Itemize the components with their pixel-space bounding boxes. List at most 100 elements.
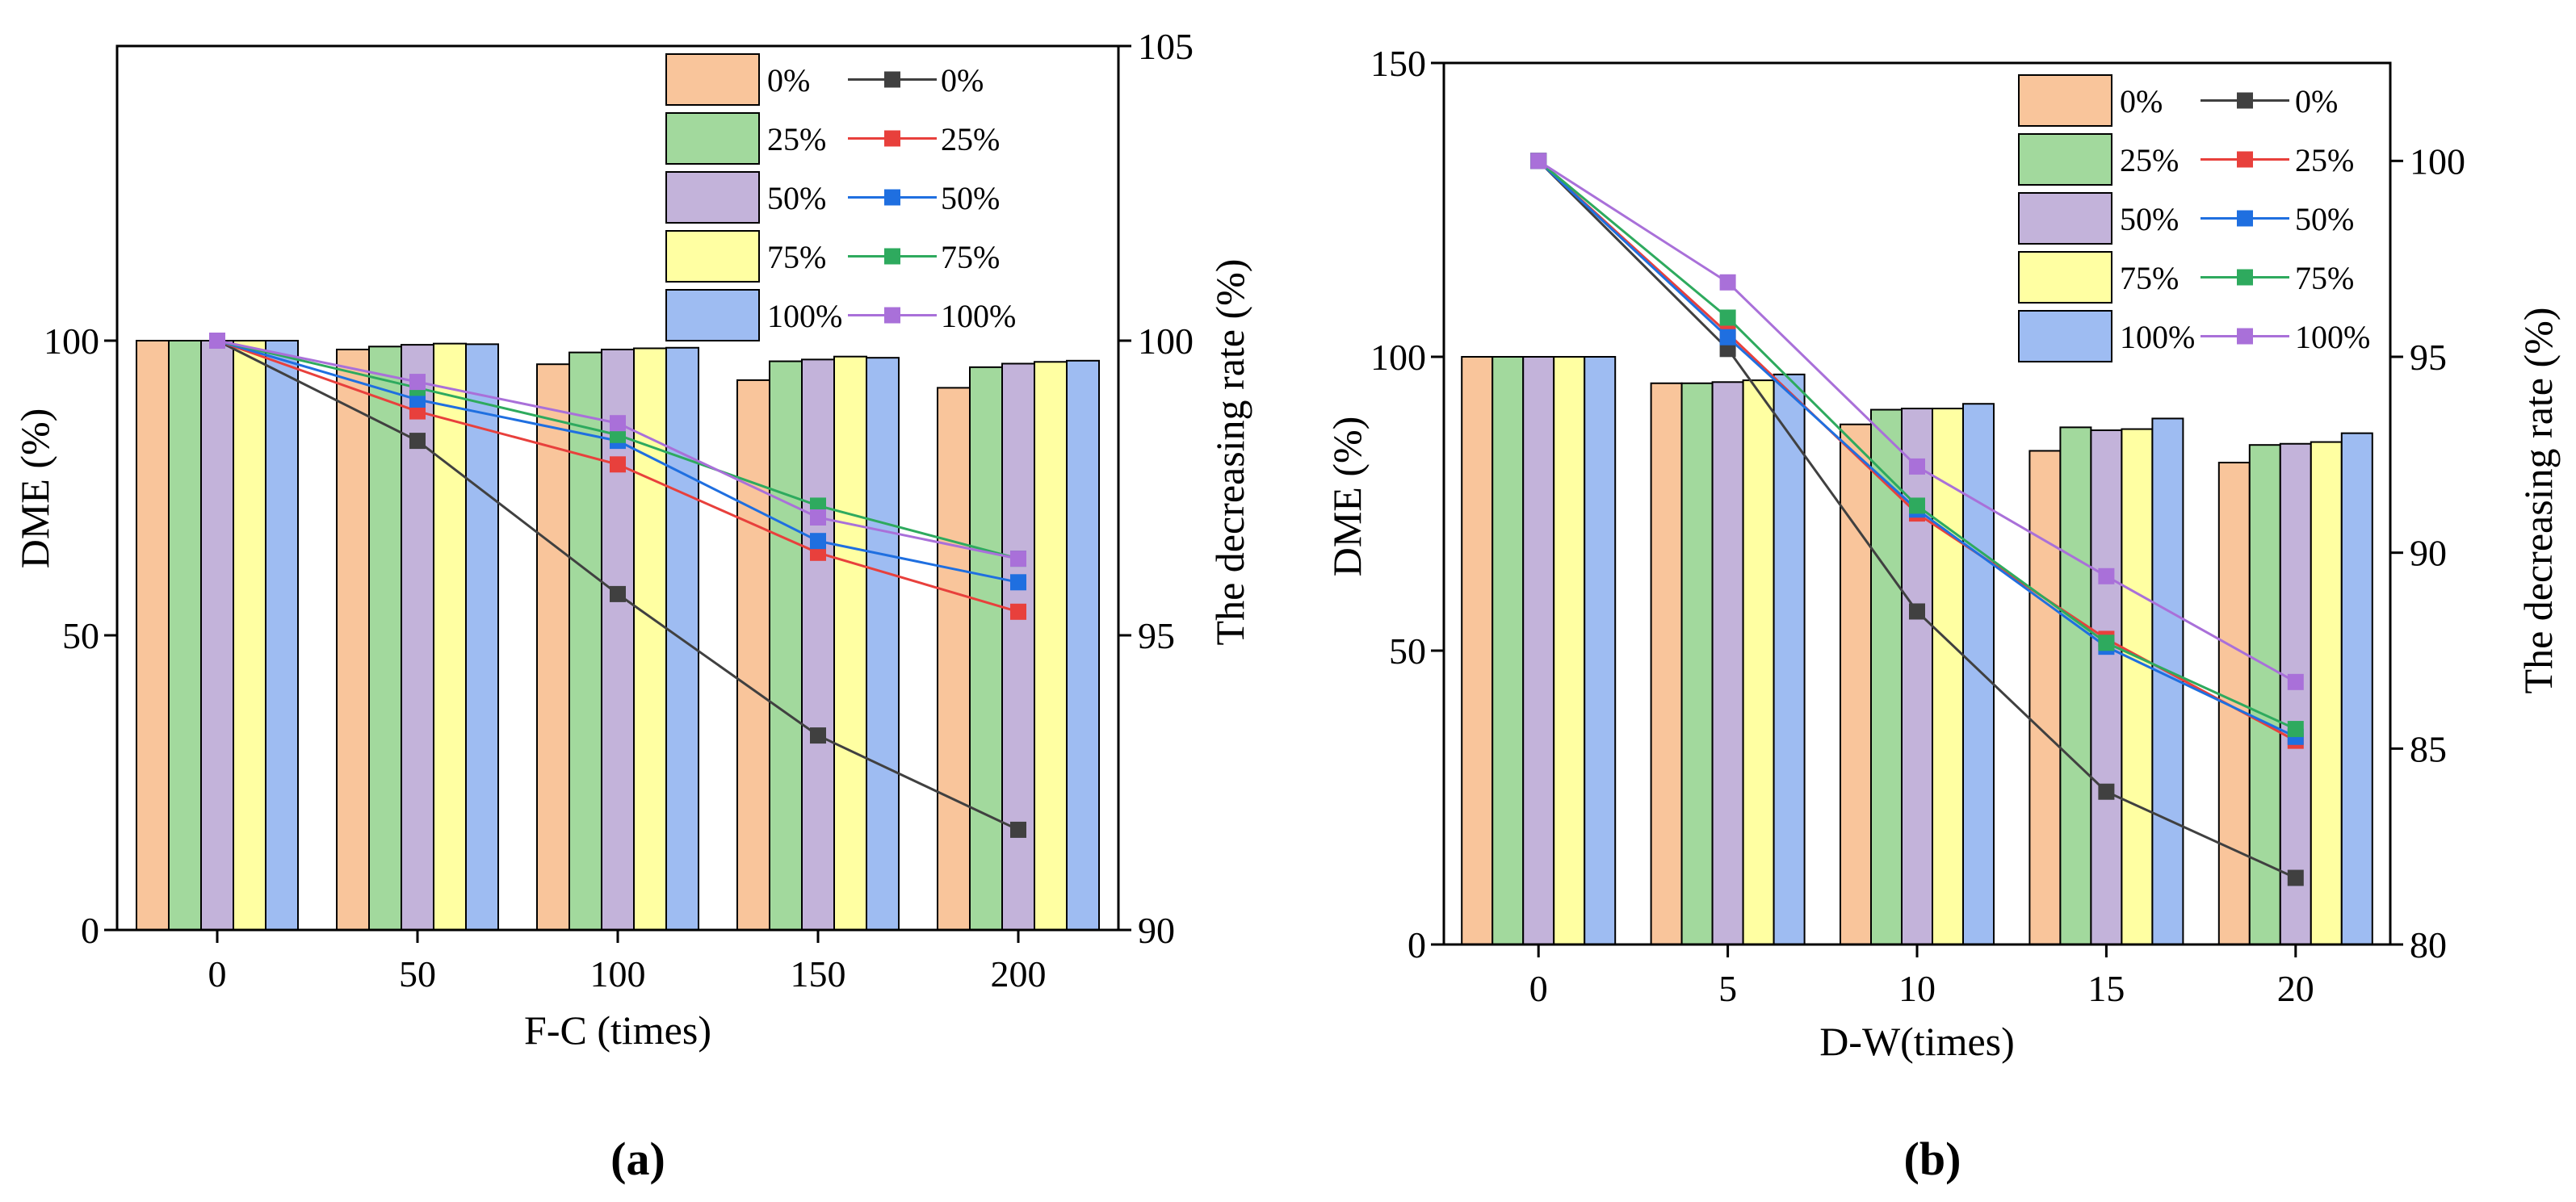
- bar-100pct-20: [2340, 432, 2373, 945]
- legend-bar-label: 0%: [2120, 83, 2163, 119]
- chart-panel-a: 0 50 100 150 200 0 50 100 90 95 100 105 F-C (times) D…: [12, 26, 1252, 1053]
- y-tick-label: 0: [1408, 924, 1426, 965]
- bar-100pct-150: [866, 357, 900, 932]
- legend-bar-swatch-0pct: [2018, 74, 2112, 127]
- bar-75pct-10: [1932, 408, 1964, 945]
- marker-100pct-15: [2098, 567, 2115, 584]
- marker-0pct-50: [409, 433, 426, 450]
- legend-bar-label: 25%: [767, 121, 826, 157]
- x-tick-label: 200: [991, 953, 1047, 995]
- legend-bar-label: 100%: [2120, 319, 2195, 355]
- y-tick-label: 100: [44, 320, 99, 362]
- bar-25pct-20: [2248, 444, 2281, 945]
- marker-50pct-200: [1010, 574, 1026, 591]
- bar-25pct-100: [568, 351, 602, 932]
- bar-0pct-15: [2028, 450, 2062, 945]
- legend-line-marker-75pct: [2237, 269, 2253, 286]
- x-tick-label: 150: [791, 953, 846, 995]
- bar-0pct-0: [1461, 356, 1494, 945]
- legend: 0% 0% 25% 25% 50% 50% 75% 75% 100% 100%: [665, 53, 1016, 341]
- bar-100pct-10: [1962, 403, 1995, 945]
- bar-0pct-200: [937, 387, 971, 931]
- x-axis-label: D-W(times): [1819, 1019, 2015, 1064]
- marker-0pct-100: [610, 585, 626, 602]
- marker-0pct-10: [1909, 603, 1925, 620]
- bar-25pct-150: [769, 360, 803, 931]
- legend-bar-label: 50%: [2120, 201, 2179, 237]
- bar-50pct-50: [401, 344, 434, 931]
- marker-0pct-15: [2098, 783, 2115, 800]
- y-tick-label: 50: [62, 615, 99, 656]
- legend-line-marker-0pct: [2237, 92, 2253, 109]
- chart-panel-b: 0 5 10 15 20 0 50 100 150 80 85 90 95 100 D-W(times) DM…: [1324, 43, 2561, 1064]
- bar-50pct-0: [1522, 356, 1555, 945]
- bar-100pct-5: [1773, 373, 1806, 945]
- bar-25pct-200: [969, 366, 1003, 932]
- y2-axis-label: The decreasing rate (%): [1207, 259, 1252, 646]
- bar-25pct-50: [368, 346, 402, 931]
- bar-75pct-150: [833, 355, 867, 931]
- bar-75pct-100: [633, 347, 667, 931]
- marker-50pct-5: [1719, 329, 1736, 346]
- legend-line-label: 75%: [2295, 260, 2354, 296]
- bar-0pct-0: [136, 340, 170, 931]
- bar-50pct-5: [1711, 381, 1744, 945]
- marker-0pct-150: [810, 727, 826, 744]
- legend-bar-label: 0%: [767, 62, 810, 98]
- legend-line-marker-25pct: [2237, 151, 2253, 168]
- legend-bar-label: 75%: [767, 239, 826, 275]
- legend-line-marker-0pct: [884, 71, 900, 88]
- x-tick-label: 0: [1529, 968, 1548, 1009]
- y-axis-label: DME (%): [1324, 417, 1370, 577]
- marker-0pct-200: [1010, 821, 1026, 838]
- bar-100pct-0: [265, 340, 299, 931]
- marker-100pct-10: [1909, 458, 1925, 475]
- bar-75pct-5: [1742, 379, 1775, 945]
- marker-100pct-100: [610, 415, 626, 432]
- legend-bar-swatch-50pct: [665, 171, 760, 224]
- bar-0pct-10: [1840, 423, 1872, 945]
- y2-tick-label: 100: [1138, 320, 1194, 362]
- legend-line-label: 25%: [2295, 142, 2354, 178]
- bar-25pct-15: [2059, 426, 2092, 945]
- panel-label-b: (b): [1904, 1133, 1961, 1185]
- legend-line-label: 75%: [941, 239, 1000, 275]
- y-tick-label: 100: [1370, 337, 1426, 378]
- legend-line-marker-25pct: [884, 130, 900, 147]
- legend-line-label: 100%: [941, 298, 1016, 334]
- marker-100pct-150: [810, 509, 826, 526]
- x-tick-label: 0: [208, 953, 227, 995]
- bar-0pct-5: [1650, 382, 1683, 945]
- y-tick-label: 150: [1370, 43, 1426, 84]
- legend-bar-swatch-25pct: [665, 112, 760, 165]
- bar-75pct-15: [2121, 428, 2154, 945]
- legend-line-marker-50pct: [884, 189, 900, 206]
- bar-50pct-0: [200, 340, 234, 931]
- legend-bar-label: 25%: [2120, 142, 2179, 178]
- x-tick-label: 15: [2087, 968, 2125, 1009]
- x-tick-label: 50: [399, 953, 436, 995]
- marker-100pct-0: [1530, 153, 1547, 170]
- legend-bar-label: 100%: [767, 298, 842, 334]
- y-tick-label: 0: [81, 910, 99, 951]
- bar-100pct-200: [1066, 359, 1100, 931]
- legend-bar-swatch-75pct: [665, 230, 760, 283]
- bar-50pct-200: [1001, 362, 1035, 932]
- y2-tick-label: 95: [2410, 337, 2447, 378]
- marker-100pct-5: [1719, 274, 1736, 291]
- bar-0pct-50: [336, 348, 370, 931]
- bar-25pct-0: [168, 340, 202, 931]
- bar-50pct-150: [801, 358, 835, 931]
- marker-50pct-150: [810, 533, 826, 550]
- y2-tick-label: 100: [2410, 140, 2465, 182]
- legend-bar-label: 75%: [2120, 260, 2179, 296]
- y2-tick-label: 90: [2410, 533, 2447, 574]
- x-tick-label: 20: [2277, 968, 2314, 1009]
- y2-tick-label: 85: [2410, 728, 2447, 769]
- bar-25pct-10: [1870, 408, 1903, 945]
- y-axis-label: DME (%): [12, 408, 57, 569]
- y-tick-label: 50: [1389, 630, 1426, 672]
- legend-bar-swatch-0pct: [665, 53, 760, 106]
- legend-line-label: 50%: [2295, 201, 2354, 237]
- legend-line-label: 100%: [2295, 319, 2370, 355]
